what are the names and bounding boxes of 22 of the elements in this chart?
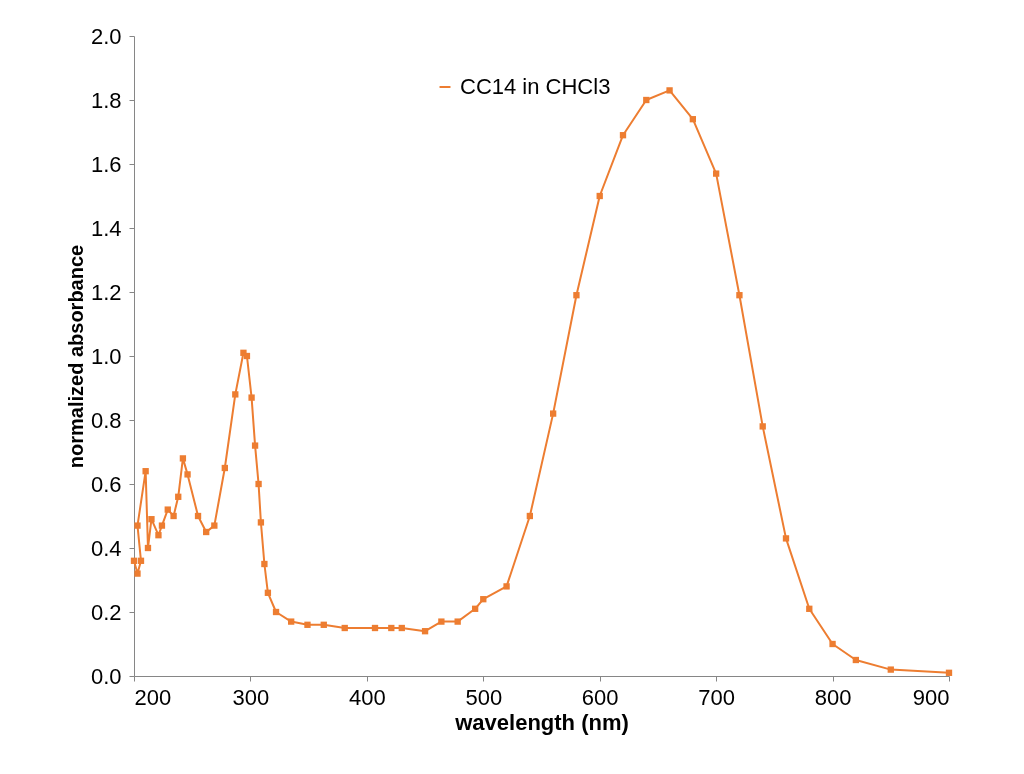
- x-tick-label: 900: [912, 684, 950, 710]
- x-tick-label: 200: [134, 684, 172, 710]
- y-tick-label: 1.0: [90, 343, 122, 369]
- y-tick-label: 1.6: [90, 151, 122, 177]
- y-tick-label: 0.2: [90, 599, 122, 625]
- x-tick-label: 600: [581, 684, 619, 710]
- x-tick-label: 500: [465, 684, 503, 710]
- y-tick-label: 1.2: [90, 279, 122, 305]
- x-tick-label: 300: [232, 684, 270, 710]
- y-tick-label: 0.6: [90, 471, 122, 497]
- y-axis-title: normalized absorbance: [64, 244, 87, 469]
- legend-label: CC14 in CHCl3: [460, 74, 611, 99]
- x-axis-title: wavelength (nm): [454, 709, 629, 735]
- y-tick-label: 0.8: [90, 407, 122, 433]
- y-tick-label: 0.4: [90, 535, 122, 561]
- y-tick-label: 1.8: [90, 87, 122, 113]
- y-tick-label: 1.4: [90, 215, 122, 241]
- x-tick-label: 800: [814, 684, 852, 710]
- y-tick-label: 0.0: [90, 663, 122, 689]
- x-tick-label: 400: [349, 684, 386, 710]
- x-tick-label: 700: [698, 684, 735, 710]
- y-tick-label: 2.0: [90, 23, 122, 49]
